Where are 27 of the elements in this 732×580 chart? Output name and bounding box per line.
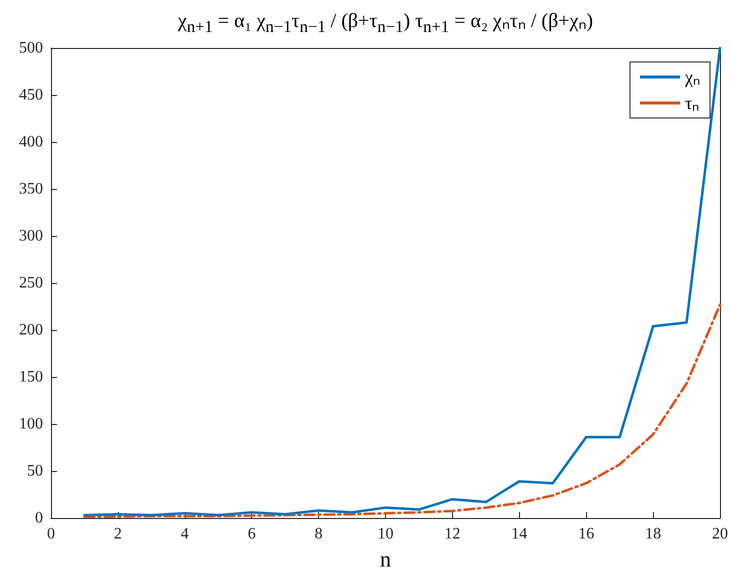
x-tick-label: 10 <box>378 526 394 542</box>
line-series <box>83 303 722 518</box>
x-tick-label: 14 <box>511 526 528 542</box>
y-tick-label: 450 <box>19 86 43 104</box>
y-tick-label: 200 <box>19 322 43 338</box>
chart-title: χ$_{n+1}$ = α₁ χ$_{n−1}$τ$_{n−1}$ / (β+τ$_{n−1}$) τ$_{n+1}$ = α₂ χₙτₙ / (β+χₙ) <box>178 10 594 36</box>
y-tick-label: 500 <box>19 40 43 56</box>
x-tick-label: 6 <box>248 526 256 542</box>
y-tick-label: 400 <box>19 134 43 150</box>
y-tick-label: 0 <box>35 510 43 526</box>
y-tick-label: 250 <box>19 274 43 292</box>
x-tick-label: 0 <box>47 526 55 542</box>
y-tick-label: 100 <box>19 416 43 432</box>
x-tick-label: 4 <box>180 526 189 542</box>
x-axis-title: n <box>380 546 391 572</box>
x-tick-label: 8 <box>314 526 323 542</box>
legend-label: χₙ <box>684 67 700 87</box>
y-tick-label: 300 <box>19 228 43 244</box>
x-tick-label: 2 <box>114 526 122 542</box>
y-tick-label: 350 <box>19 180 43 198</box>
x-tick-label: 18 <box>645 526 662 542</box>
x-tick-label: 20 <box>712 526 728 542</box>
x-tick-label: 12 <box>444 526 460 542</box>
x-tick-label: 16 <box>578 526 594 542</box>
legend-label: τₙ <box>685 93 700 113</box>
y-tick-label: 50 <box>27 462 43 480</box>
y-tick-label: 150 <box>19 368 43 386</box>
